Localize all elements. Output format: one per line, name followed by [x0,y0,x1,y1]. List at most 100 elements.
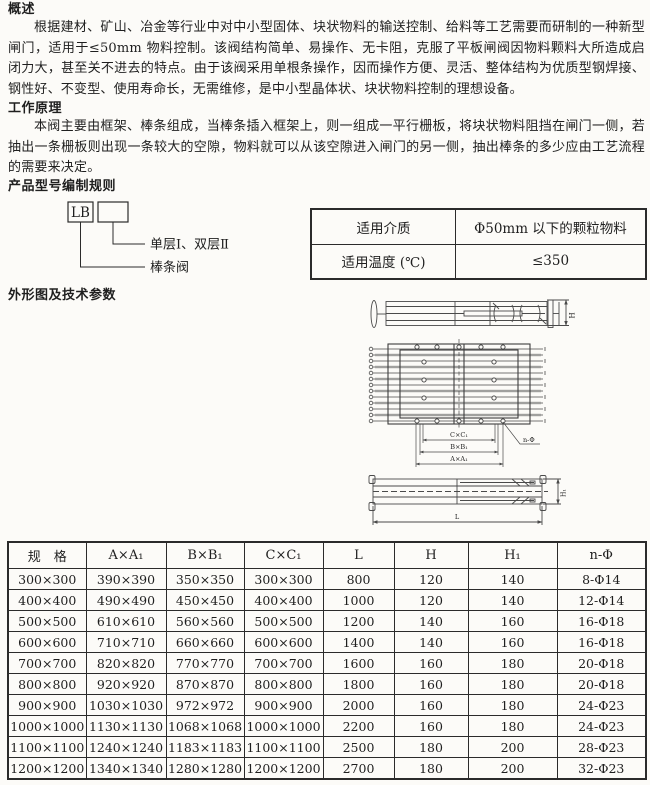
table-cell: 1280×1280 [165,757,245,780]
table-cell: 2700 [322,757,395,780]
table-cell: 500×500 [7,610,87,632]
table-cell: 180 [467,715,558,737]
outline-drawing: H [368,299,577,525]
column-header: A×A₁ [85,541,167,569]
table-cell: 1100×1100 [7,736,87,758]
table-cell: 180 [467,694,558,716]
table-cell: 140 [393,631,469,653]
table-cell: 180 [393,757,469,780]
table-cell: 160 [393,652,469,674]
table-cell: 1068×1068 [165,715,245,737]
table-header-row: 规 格 A×A₁ B×B₁ C×C₁ L H H₁ n-Φ [7,541,647,569]
column-header: B×B₁ [165,541,245,569]
table-cell: 160 [393,694,469,716]
table-cell: 1130×1130 [85,715,167,737]
table-cell: 870×870 [165,673,245,695]
table-cell: 120 [393,589,469,611]
table-cell: 32-Φ23 [556,757,647,780]
table-cell: 490×490 [85,589,167,611]
table-row: 1000×1000 1130×1130 1068×1068 1000×1000 2200… [7,715,647,737]
column-header: H₁ [467,541,558,569]
dim-label-bxb1: B×B₁ [450,443,468,451]
legend-layer-label: 单层Ⅰ、双层Ⅱ [150,238,229,253]
table-cell: 160 [393,673,469,695]
table-row: 800×800 920×920 870×870 800×800 1800 160 180 20… [7,673,647,695]
table-cell: 1600 [322,652,395,674]
table-cell: 1030×1030 [85,694,167,716]
spec-value: Φ50mm 以下的颗粒物料 [455,208,647,245]
table-row: 700×700 820×820 770×770 700×700 1600 160 180 20… [7,652,647,674]
table-cell: 140 [393,610,469,632]
table-cell: 1800 [322,673,395,695]
table-cell: 24-Φ23 [556,694,647,716]
table-cell: 120 [393,568,469,590]
plan-view-drawing [368,339,546,467]
table-cell: 28-Φ23 [556,736,647,758]
table-cell: 1200×1200 [243,757,324,780]
dim-label-h1: H₁ [561,489,568,497]
legend-valve-label: 棒条阀 [150,260,189,276]
table-cell: 900×900 [243,694,324,716]
table-cell: 180 [467,652,558,674]
table-cell: 500×500 [243,610,324,632]
principle-heading: 工作原理 [8,101,63,116]
table-cell: 610×610 [85,610,167,632]
table-cell: 1183×1183 [165,736,245,758]
table-cell: 450×450 [165,589,245,611]
table-cell: 400×400 [7,589,87,611]
table-cell: 2000 [322,694,395,716]
table-cell: 20-Φ18 [556,652,647,674]
table-cell: 900×900 [7,694,87,716]
table-cell: 800×800 [7,673,87,695]
model-code-diagram: LB 单层Ⅰ、双层Ⅱ 棒条阀 [67,201,229,276]
table-cell: 1200 [322,610,395,632]
outline-heading: 外形图及技术参数 [8,288,117,303]
table-cell: 160 [393,715,469,737]
table-cell: 820×820 [85,652,167,674]
table-row: 400×400 490×490 450×450 400×400 1000 120 140 12… [7,589,647,611]
model-rule-heading: 产品型号编制规则 [8,179,117,194]
principle-paragraph: 本阀主要由框架、棒条组成，当棒条插入框架上，则一组成一平行栅板，将块状物料阻挡在… [8,119,645,176]
table-cell: 2200 [322,715,395,737]
model-code-leader-lines [80,222,145,268]
table-cell: 160 [467,610,558,632]
table-cell: 300×300 [243,568,324,590]
dim-label-axa1: A×A₁ [449,455,468,463]
column-header: L [322,541,395,569]
dim-label-cxc1: C×C₁ [450,431,468,439]
table-cell: 200 [467,757,558,780]
table-cell: 12-Φ14 [556,589,647,611]
table-row: 300×300 390×390 350×350 300×300 800 120 140 8-Φ… [7,568,647,590]
table-cell: 800 [322,568,395,590]
table-cell: 1200×1200 [7,757,87,780]
table-cell: 1240×1240 [85,736,167,758]
column-header: n-Φ [556,541,647,569]
table-cell: 972×972 [165,694,245,716]
table-cell: 920×920 [85,673,167,695]
side-view-drawing [368,475,561,525]
table-cell: 24-Φ23 [556,715,647,737]
table-row: 900×900 1030×1030 972×972 900×900 2000 160 180… [7,694,647,716]
parameters-table: 规 格 A×A₁ B×B₁ C×C₁ L H H₁ n-Φ 300×300 390×390 350… [7,541,647,780]
spec-label: 适用温度 (℃) [310,243,456,280]
table-cell: 180 [393,736,469,758]
table-row: 1100×1100 1240×1240 1183×1183 1100×1100 2500… [7,736,647,758]
spec-label: 适用介质 [310,208,456,245]
table-cell: 140 [467,568,558,590]
table-cell: 390×390 [85,568,167,590]
table-cell: 560×560 [165,610,245,632]
table-cell: 200 [467,736,558,758]
table-row: 500×500 610×610 560×560 500×500 1200 140 160 16… [7,610,647,632]
table-cell: 660×660 [165,631,245,653]
table-cell: 20-Φ18 [556,673,647,695]
table-cell: 1000×1000 [7,715,87,737]
table-cell: 8-Φ14 [556,568,647,590]
dim-label-l: L [455,513,460,521]
table-cell: 140 [467,589,558,611]
table-row: 600×600 710×710 660×660 600×600 1400 140 160 16… [7,631,647,653]
table-cell: 1400 [322,631,395,653]
table-cell: 16-Φ18 [556,610,647,632]
table-cell: 700×700 [243,652,324,674]
overview-heading: 概述 [8,2,36,17]
